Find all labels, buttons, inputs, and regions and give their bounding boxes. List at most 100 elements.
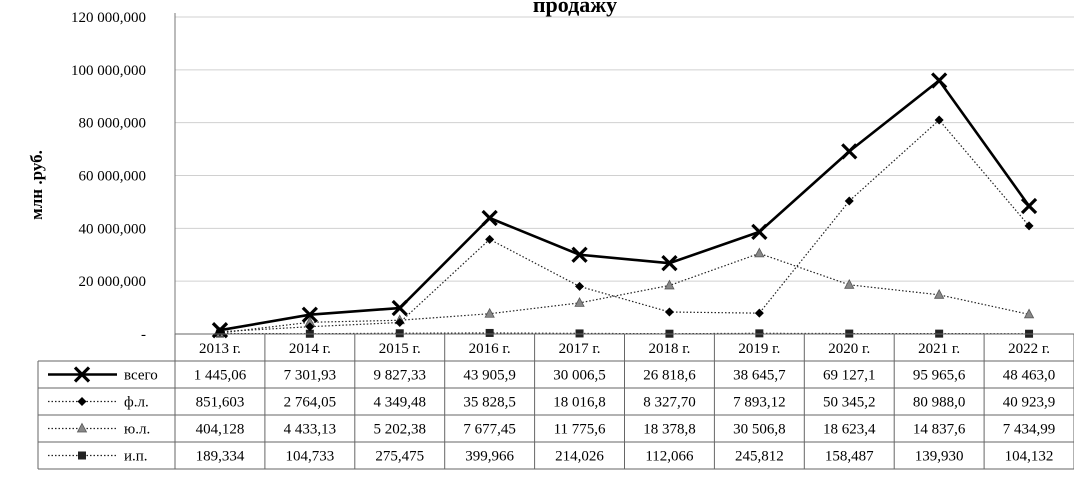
y-axis-label: млн .руб. — [27, 150, 46, 220]
table-cell: 245,812 — [735, 449, 784, 465]
series-2-point — [1023, 308, 1035, 319]
series-0-point — [571, 246, 588, 263]
table-cell: 95 965,6 — [913, 368, 966, 384]
gridlines — [175, 16, 1074, 282]
table-cell: 104,733 — [285, 449, 334, 465]
table-cell: 139,930 — [915, 449, 964, 465]
legend-label: ф.л. — [124, 395, 149, 411]
table-cell: 1 445,06 — [194, 368, 247, 384]
table-cell: 4 433,13 — [284, 422, 337, 438]
table-cell: 11 775,6 — [554, 422, 606, 438]
series-0-point — [481, 209, 498, 227]
x-tick-label: 2014 г. — [289, 341, 331, 357]
series-2-point — [933, 288, 945, 299]
table-cell: 14 837,6 — [913, 422, 966, 438]
table-cell: 18 378,8 — [643, 422, 696, 438]
x-tick-label: 2022 г. — [1008, 341, 1050, 357]
table-cell: 69 127,1 — [823, 368, 876, 384]
table-cell: 158,487 — [825, 449, 874, 465]
table-cell: 35 828,5 — [463, 395, 516, 411]
axes: - 20 000,000 40 000,000 60 000,000 80 000,00… — [71, 10, 176, 343]
table-cell: 2 764,05 — [284, 395, 337, 411]
table-cell: 50 345,2 — [823, 395, 876, 411]
x-tick-label: 2018 г. — [648, 341, 690, 357]
x-tick-label: 2017 г. — [559, 341, 601, 357]
y-tick-label: 100 000,000 — [71, 63, 146, 79]
table-cell: 104,132 — [1005, 449, 1054, 465]
series-2-point — [754, 247, 765, 258]
table-cell: 30 506,8 — [733, 422, 786, 438]
x-tick-label: 2015 г. — [379, 341, 421, 357]
table-cell: 7 301,93 — [284, 368, 337, 384]
series-2-point — [574, 297, 585, 307]
legend-marker-0 — [73, 366, 91, 383]
table-cell: 9 827,33 — [374, 368, 427, 384]
table-cell: 7 677,45 — [463, 422, 516, 438]
series-0-point — [301, 306, 318, 323]
table-cell: 112,066 — [645, 449, 694, 465]
series-3-point — [575, 329, 584, 338]
series-0-point — [1020, 197, 1038, 215]
table-cell: 26 818,6 — [643, 368, 696, 384]
x-tick-label: 2019 г. — [738, 341, 780, 357]
series-0-point — [211, 322, 229, 339]
table-cell: 18 016,8 — [553, 395, 606, 411]
series-0-point — [661, 255, 678, 272]
legend-label: и.п. — [124, 449, 148, 465]
table-cell: 189,334 — [196, 449, 245, 465]
series-2-line — [219, 252, 1030, 334]
series-1-point — [844, 196, 854, 206]
chart-title: продажу — [533, 0, 617, 17]
table-cell: 43 905,9 — [463, 368, 516, 384]
series-0-point — [841, 143, 858, 160]
series-0-point — [751, 223, 768, 241]
series-1-point — [485, 234, 495, 244]
series-lines — [211, 72, 1038, 339]
series-1-point — [395, 318, 405, 328]
x-tick-label: 2016 г. — [469, 341, 511, 357]
series-1-point — [754, 308, 764, 318]
series-0-point — [391, 299, 408, 317]
legend-key-0 — [48, 366, 117, 383]
series-1-point — [305, 322, 315, 332]
table-cell: 4 349,48 — [374, 395, 427, 411]
table-cell: 399,966 — [465, 449, 514, 465]
table-cell: 48 463,0 — [1003, 368, 1056, 384]
table-cell: 8 327,70 — [643, 395, 696, 411]
table-cell: 30 006,5 — [553, 368, 606, 384]
table-cell: 40 923,9 — [1003, 395, 1056, 411]
table-cell: 7 893,12 — [733, 395, 786, 411]
series-2-point — [484, 307, 495, 318]
y-tick-label: 20 000,000 — [79, 274, 147, 290]
table-cell: 5 202,38 — [374, 422, 427, 438]
table-cell: 80 988,0 — [913, 395, 966, 411]
y-tick-label: - — [141, 327, 146, 343]
y-tick-label: 40 000,000 — [79, 221, 147, 237]
legend-marker-2 — [76, 422, 88, 433]
series-0-point — [931, 72, 948, 89]
series-1-point — [934, 115, 944, 125]
legend-label: всего — [124, 368, 158, 384]
series-3-point — [755, 329, 764, 338]
table-cell: 851,603 — [196, 395, 245, 411]
y-tick-label: 120 000,000 — [71, 10, 146, 26]
data-table: 2013 г. 2014 г. 2015 г. 2016 г. 2017 г. 2018 … — [37, 333, 1074, 470]
legend-key-1 — [48, 397, 117, 406]
series-1-point — [575, 281, 585, 291]
legend-key-3 — [48, 451, 117, 460]
legend-key-2 — [48, 422, 117, 433]
series-3-point — [395, 329, 404, 338]
table-cell: 18 623,4 — [823, 422, 876, 438]
legend-marker-1 — [77, 397, 87, 406]
y-tick-label: 80 000,000 — [79, 116, 147, 132]
legend-marker-3 — [78, 451, 86, 460]
x-tick-label: 2020 г. — [828, 341, 870, 357]
table-cell: 275,475 — [375, 449, 424, 465]
series-2-point — [664, 279, 675, 290]
legend-label: ю.л. — [124, 422, 150, 438]
series-0-line — [219, 79, 1031, 332]
x-tick-label: 2013 г. — [199, 341, 241, 357]
series-1-line — [219, 119, 1030, 333]
table-cell: 7 434,99 — [1003, 422, 1056, 438]
